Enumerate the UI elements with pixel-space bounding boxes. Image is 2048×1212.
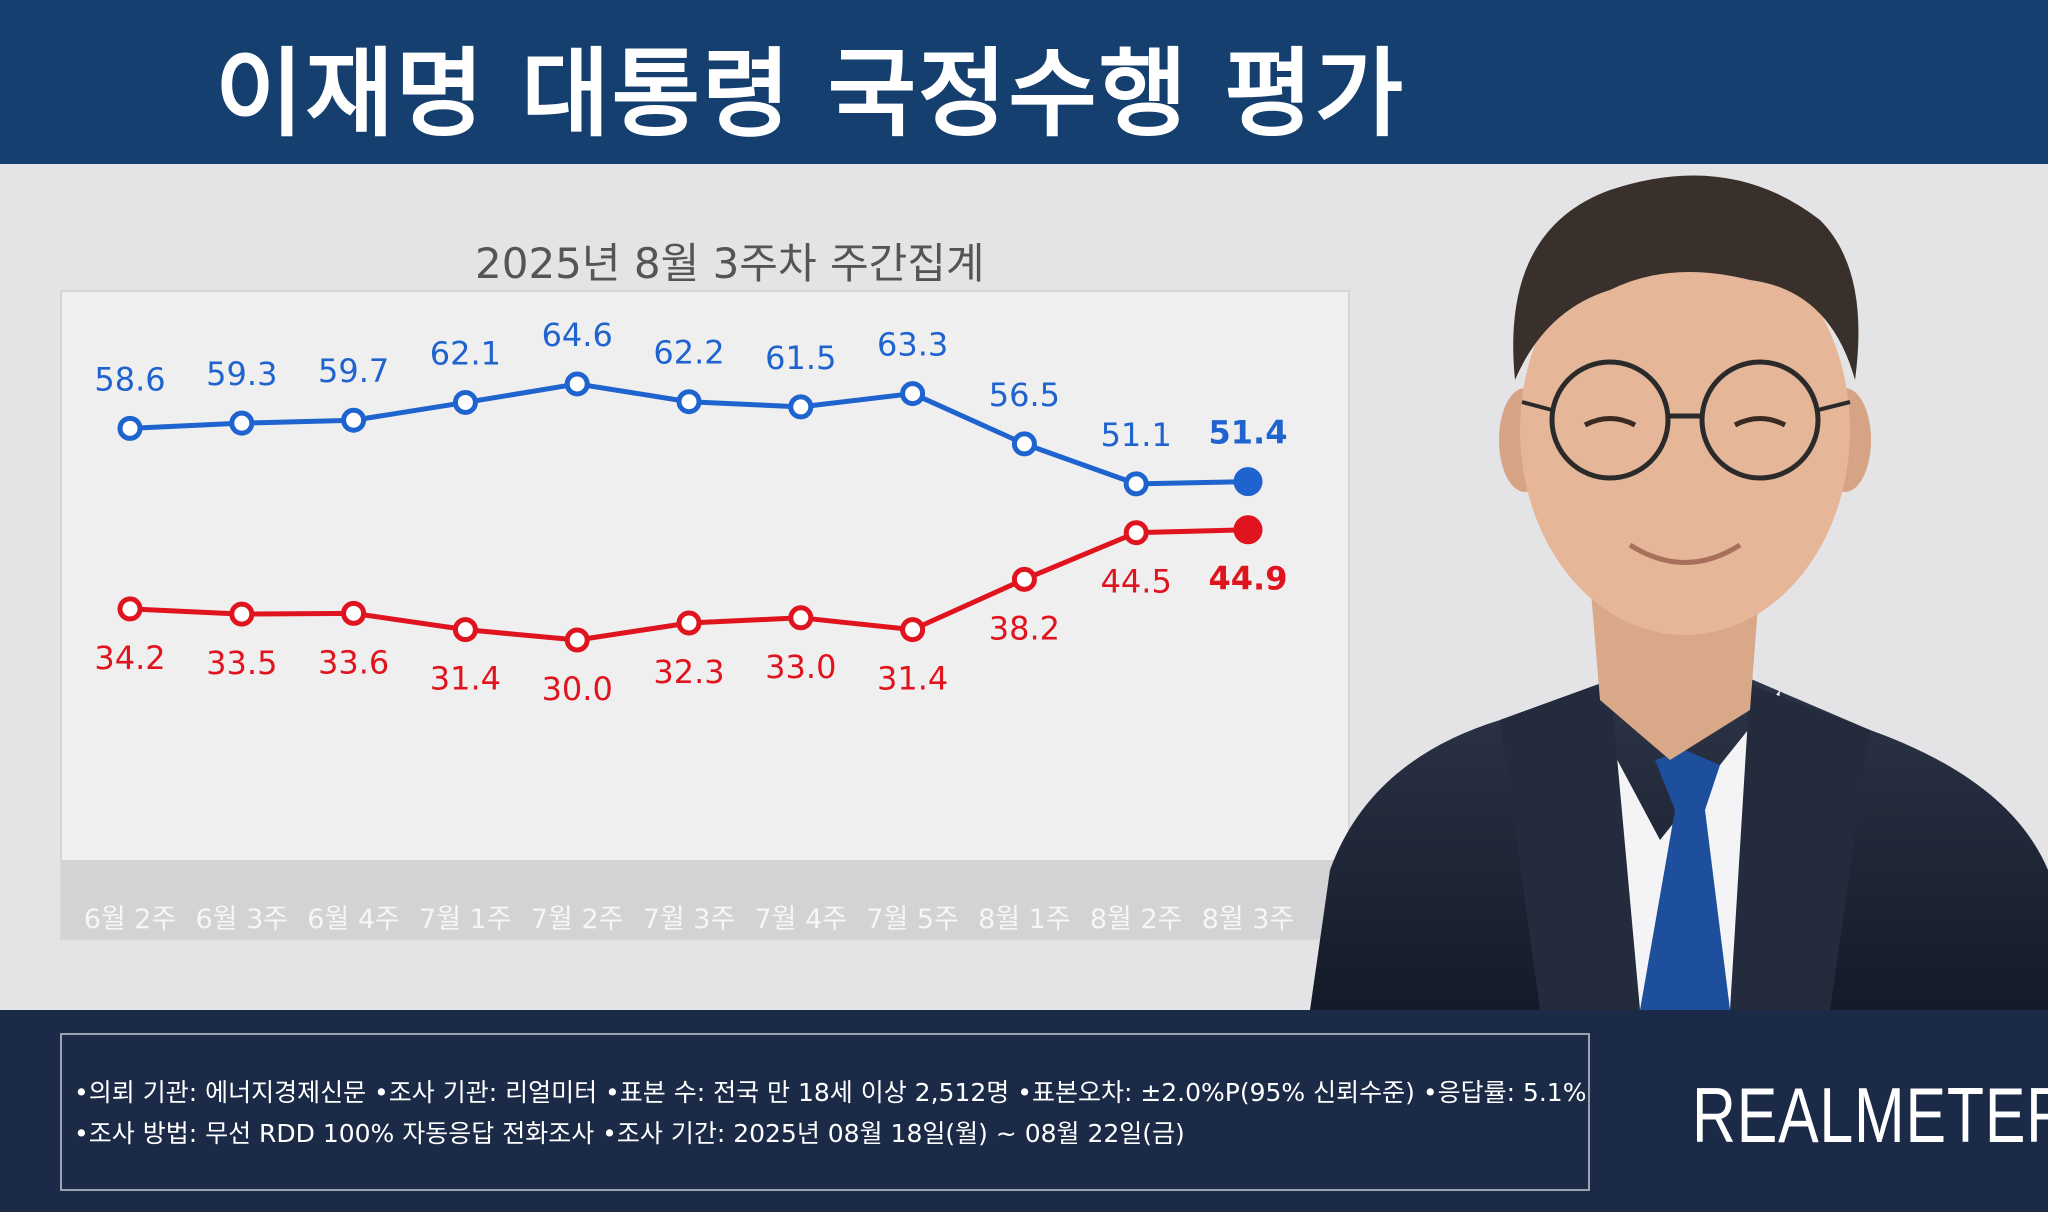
data-label: 62.2 [653, 334, 724, 372]
data-point [676, 389, 702, 415]
data-label: 44.9 [1209, 560, 1288, 598]
data-point [1123, 471, 1149, 497]
data-point [788, 394, 814, 420]
data-point [1011, 566, 1037, 592]
data-point [117, 415, 143, 441]
data-point [1233, 515, 1263, 545]
data-point [452, 617, 478, 643]
data-point [1123, 520, 1149, 546]
x-tick-label: 7월 2주 [531, 904, 624, 935]
data-label: 31.4 [877, 660, 948, 698]
data-label: 64.6 [542, 316, 613, 354]
data-label: 62.1 [430, 334, 501, 372]
data-point [788, 605, 814, 631]
data-point [900, 381, 926, 407]
survey-note-line-1: •의뢰 기관: 에너지경제신문 •조사 기관: 리얼미터 •표본 수: 전국 만… [74, 1078, 1587, 1107]
data-label: 44.5 [1101, 563, 1172, 601]
brand-logo: REALMETER [1692, 1071, 2048, 1159]
x-tick-label: 7월 5주 [866, 904, 959, 935]
x-tick-label: 8월 1주 [978, 904, 1071, 935]
data-label: 59.3 [206, 355, 277, 393]
data-point [452, 389, 478, 415]
data-label: 33.0 [765, 648, 836, 686]
data-point [900, 617, 926, 643]
footer-bar [0, 1010, 2048, 1212]
data-point [564, 627, 590, 653]
data-label: 31.4 [430, 660, 501, 698]
data-point [229, 601, 255, 627]
survey-notes [60, 1033, 1590, 1191]
data-label: 32.3 [653, 653, 724, 691]
x-tick-label: 6월 2주 [84, 904, 177, 935]
page-title: 이재명 대통령 국정수행 평가 [215, 38, 1406, 150]
data-point [676, 610, 702, 636]
x-tick-label: 7월 1주 [419, 904, 512, 935]
x-tick-label: 8월 3주 [1202, 904, 1295, 935]
survey-note-line-2: •조사 방법: 무선 RDD 100% 자동응답 전화조사 •조사 기간: 20… [74, 1119, 1185, 1148]
data-point [564, 371, 590, 397]
data-point [1233, 467, 1263, 497]
data-label: 63.3 [877, 326, 948, 364]
data-label: 38.2 [989, 609, 1060, 647]
data-label: 59.7 [318, 352, 389, 390]
data-label: 56.5 [989, 376, 1060, 414]
x-tick-label: 7월 4주 [754, 904, 847, 935]
x-tick-label: 6월 4주 [307, 904, 400, 935]
data-label: 51.1 [1101, 416, 1172, 454]
data-point [117, 596, 143, 622]
data-point [1011, 431, 1037, 457]
data-label: 51.4 [1209, 414, 1288, 452]
x-axis-band [62, 860, 1348, 938]
data-point [229, 410, 255, 436]
data-label: 34.2 [94, 639, 165, 677]
president-portrait [1310, 175, 2048, 1010]
data-point [341, 600, 367, 626]
x-tick-label: 6월 3주 [195, 904, 288, 935]
header-bar: 이재명 대통령 국정수행 평가 [0, 0, 2048, 164]
data-label: 58.6 [94, 360, 165, 398]
chart-title: 2025년 8월 3주차 주간집계 [475, 239, 985, 288]
x-tick-label: 8월 2주 [1090, 904, 1183, 935]
x-tick-label: 7월 3주 [643, 904, 736, 935]
data-label: 30.0 [542, 670, 613, 708]
data-label: 33.5 [206, 644, 277, 682]
data-label: 61.5 [765, 339, 836, 377]
data-label: 33.6 [318, 643, 389, 681]
data-point [341, 407, 367, 433]
